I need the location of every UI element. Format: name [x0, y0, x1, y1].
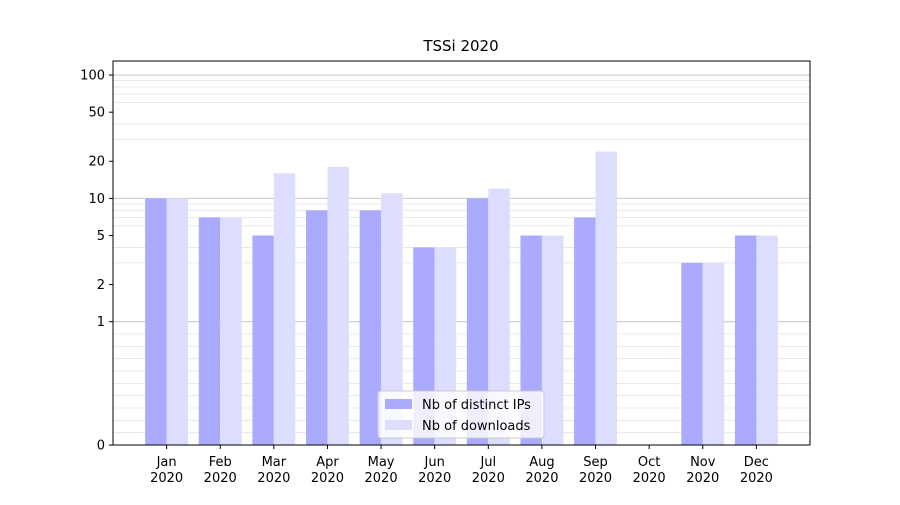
- x-tick-label-year: 2020: [579, 471, 612, 486]
- bar-downloads: [702, 262, 725, 445]
- legend-swatch: [385, 399, 412, 409]
- bar-distinct-ips: [306, 210, 328, 445]
- bar-downloads: [756, 235, 778, 445]
- y-tick-label: 1: [97, 315, 105, 330]
- bar-distinct-ips: [198, 217, 221, 445]
- y-tick-label: 0: [97, 439, 105, 454]
- x-tick-label-year: 2020: [525, 471, 558, 486]
- x-tick-label-year: 2020: [204, 471, 237, 486]
- x-tick-label-year: 2020: [365, 471, 398, 486]
- y-axis: 0 1 2 5 10 20 50 100: [80, 69, 113, 454]
- legend-box: [377, 390, 545, 439]
- y-tick-label: 50: [88, 106, 105, 121]
- x-tick-label-year: 2020: [418, 471, 451, 486]
- x-tick-label-month: Dec: [744, 455, 769, 470]
- bar-distinct-ips: [734, 235, 757, 445]
- x-tick-label-month: Aug: [529, 455, 554, 470]
- legend: Nb of distinct IPs Nb of downloads: [377, 390, 545, 439]
- bar-distinct-ips: [681, 262, 703, 445]
- x-tick-label-month: Sep: [583, 455, 608, 470]
- bar-downloads: [595, 151, 617, 445]
- legend-label: Nb of distinct IPs: [422, 398, 531, 413]
- bar-downloads: [381, 193, 403, 445]
- x-tick-label-month: Jul: [479, 455, 496, 470]
- x-tick-label-month: May: [368, 455, 395, 470]
- x-tick-label-month: Oct: [638, 455, 660, 470]
- y-tick-label: 10: [88, 192, 105, 207]
- x-tick-label-month: Jun: [424, 455, 445, 470]
- x-tick-label-year: 2020: [257, 471, 290, 486]
- chart-title: TSSi 2020: [422, 37, 498, 55]
- x-tick-label-year: 2020: [686, 471, 719, 486]
- bar-distinct-ips: [574, 217, 596, 445]
- y-tick-label: 2: [97, 278, 105, 293]
- x-tick-label-year: 2020: [740, 471, 773, 486]
- x-tick-label-month: Mar: [262, 455, 287, 470]
- x-tick-label-month: Feb: [209, 455, 232, 470]
- bar-downloads: [541, 235, 564, 445]
- bar-downloads: [273, 173, 296, 446]
- bar-downloads: [220, 217, 242, 445]
- legend-label: Nb of downloads: [422, 419, 531, 434]
- x-tick-label-year: 2020: [311, 471, 344, 486]
- x-axis: Jan2020Feb2020Mar2020Apr2020May2020Jun20…: [150, 445, 773, 486]
- legend-swatch: [385, 420, 412, 430]
- bar-downloads: [166, 198, 189, 445]
- bar-distinct-ips: [145, 198, 167, 445]
- x-tick-label-year: 2020: [633, 471, 666, 486]
- x-tick-label-month: Apr: [316, 455, 339, 470]
- bar-distinct-ips: [359, 210, 382, 445]
- x-tick-label-month: Jan: [156, 455, 177, 470]
- bar-distinct-ips: [252, 235, 274, 445]
- plot-frame: [112, 60, 811, 446]
- bar-downloads: [488, 188, 510, 446]
- x-tick-label-month: Nov: [690, 455, 716, 470]
- x-tick-label-year: 2020: [472, 471, 505, 486]
- y-tick-label: 5: [97, 229, 105, 244]
- y-tick-label: 20: [88, 155, 105, 170]
- y-tick-label: 100: [80, 69, 105, 84]
- x-tick-label-year: 2020: [150, 471, 183, 486]
- bar-downloads: [327, 166, 349, 445]
- bar-distinct-ips: [466, 198, 489, 445]
